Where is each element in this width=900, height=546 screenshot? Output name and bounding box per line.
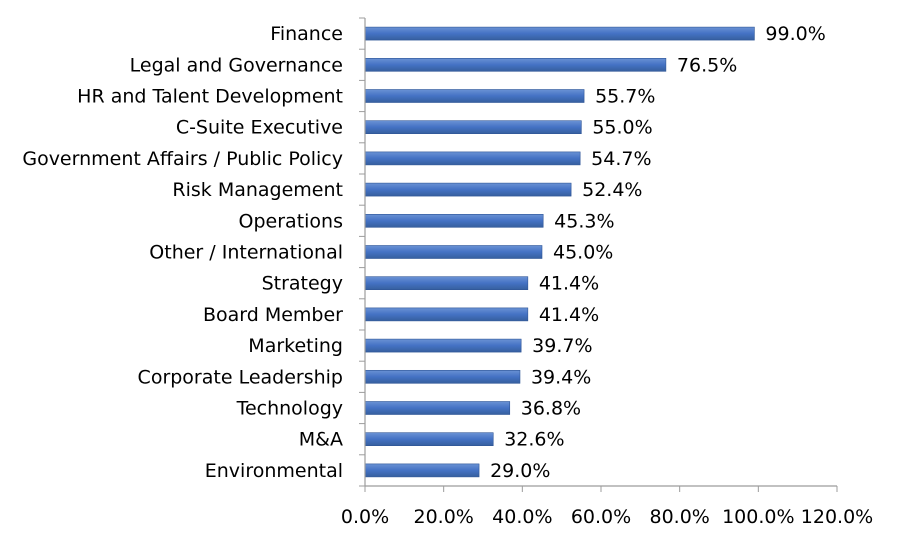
value-label: 55.7%	[595, 86, 655, 108]
x-tick-label: 40.0%	[492, 506, 552, 528]
value-label: 32.6%	[504, 429, 564, 451]
value-label: 76.5%	[677, 54, 737, 76]
bar-10	[364, 338, 522, 353]
bar-11	[364, 369, 521, 384]
category-label: Other / International	[149, 242, 343, 264]
category-label: HR and Talent Development	[77, 86, 343, 108]
bar-5	[364, 182, 572, 197]
category-label: M&A	[299, 429, 343, 451]
value-label: 41.4%	[539, 304, 599, 326]
value-label: 29.0%	[490, 460, 550, 482]
category-label: Operations	[239, 210, 343, 232]
category-label: Corporate Leadership	[138, 366, 343, 388]
value-label: 55.0%	[592, 117, 652, 139]
value-label: 36.8%	[521, 398, 581, 420]
x-tick-label: 80.0%	[649, 506, 709, 528]
x-tick-label: 0.0%	[341, 506, 389, 528]
bar-13	[364, 432, 494, 447]
x-tick-label: 60.0%	[571, 506, 631, 528]
labels-layer: Finance 99.0% Legal and Governance 76.5% HR …	[22, 23, 873, 528]
value-label: 39.7%	[532, 335, 592, 357]
category-label: Board Member	[203, 304, 343, 326]
bar-12	[364, 401, 511, 415]
value-label: 45.0%	[553, 242, 613, 264]
value-label: 39.4%	[531, 366, 591, 388]
category-label: Finance	[270, 23, 343, 45]
category-label: Marketing	[248, 335, 343, 357]
bar-7	[364, 245, 543, 259]
bar-9	[364, 307, 529, 322]
category-label: Strategy	[262, 273, 343, 295]
axis-layer	[359, 17, 838, 492]
category-label: Technology	[236, 398, 343, 420]
bar-6	[364, 214, 544, 228]
bar-3	[364, 120, 582, 134]
category-label: Legal and Governance	[130, 54, 343, 76]
value-label: 52.4%	[582, 179, 642, 201]
bar-4	[364, 151, 581, 166]
x-tick-label: 120.0%	[801, 506, 873, 528]
category-label: C-Suite Executive	[176, 117, 343, 139]
bar-0	[364, 26, 755, 41]
x-tick-label: 20.0%	[413, 506, 473, 528]
bar-2	[364, 89, 585, 103]
category-label: Risk Management	[172, 179, 343, 201]
value-label: 54.7%	[591, 148, 651, 170]
bar-1	[364, 57, 667, 72]
category-label: Environmental	[205, 460, 343, 482]
x-tick-label: 100.0%	[722, 506, 794, 528]
bar-8	[364, 276, 529, 291]
bar-14	[364, 463, 480, 478]
value-label: 99.0%	[765, 23, 825, 45]
value-label: 41.4%	[539, 273, 599, 295]
category-label: Government Affairs / Public Policy	[22, 148, 343, 170]
value-label: 45.3%	[554, 210, 614, 232]
